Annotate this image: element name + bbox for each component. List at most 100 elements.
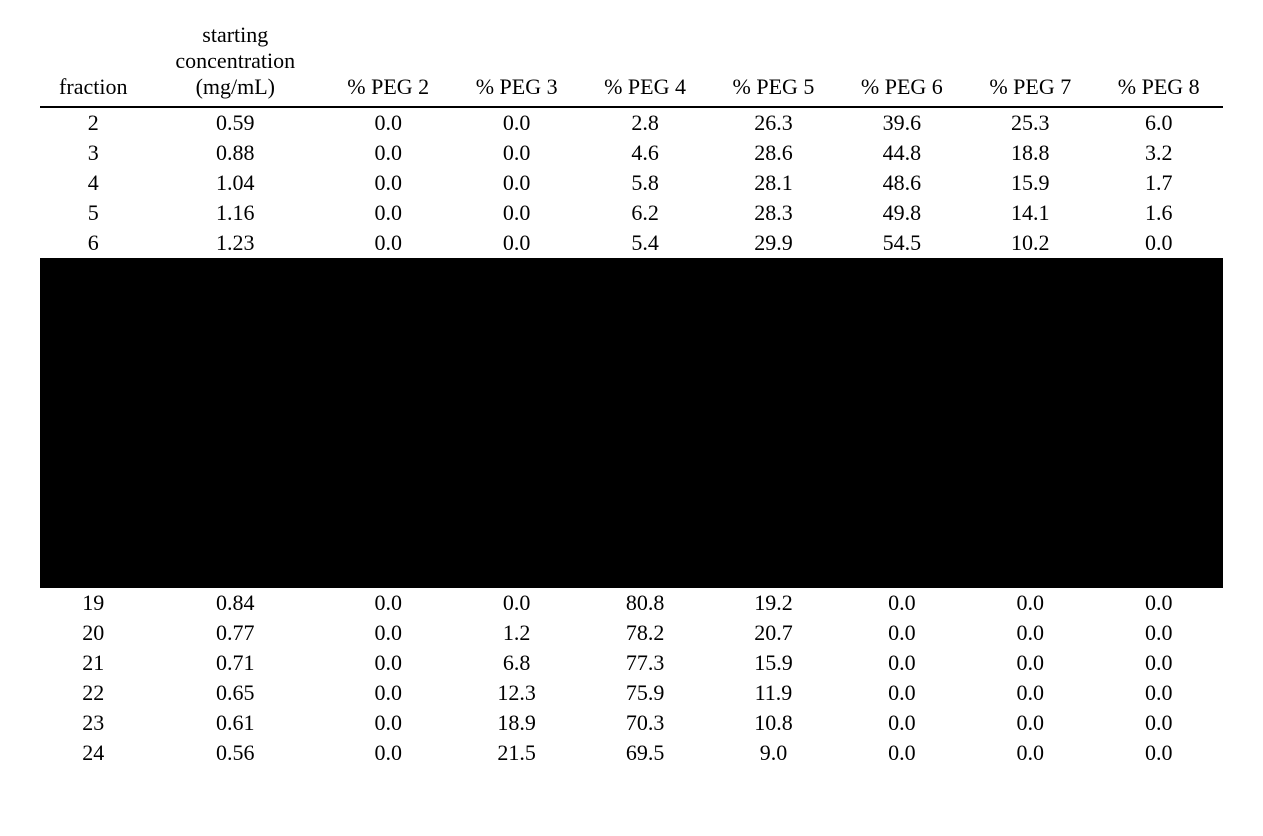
cell-peg2: 0.0 (324, 708, 452, 738)
col-header-peg5: % PEG 5 (709, 20, 837, 107)
cell-peg8: 0.0 (1094, 228, 1223, 258)
cell-peg2: 0.0 (324, 618, 452, 648)
cell-peg6: 49.8 (838, 198, 966, 228)
cell-conc: 0.71 (147, 648, 325, 678)
col-header-peg4: % PEG 4 (581, 20, 709, 107)
cell-peg7: 0.0 (966, 588, 1094, 618)
cell-peg3: 6.8 (452, 648, 580, 678)
cell-conc: 1.04 (147, 168, 325, 198)
cell-peg3: 18.9 (452, 708, 580, 738)
header-line: fraction (59, 74, 127, 99)
cell-peg8: 6.0 (1094, 107, 1223, 138)
col-header-peg6: % PEG 6 (838, 20, 966, 107)
cell-peg8: 1.7 (1094, 168, 1223, 198)
cell-conc: 0.56 (147, 738, 325, 768)
cell-peg3: 21.5 (452, 738, 580, 768)
cell-peg4: 5.8 (581, 168, 709, 198)
cell-fraction: 21 (40, 648, 147, 678)
table-row: 24 0.56 0.0 21.5 69.5 9.0 0.0 0.0 0.0 (40, 738, 1223, 768)
cell-peg7: 0.0 (966, 618, 1094, 648)
table-row: 23 0.61 0.0 18.9 70.3 10.8 0.0 0.0 0.0 (40, 708, 1223, 738)
cell-peg3: 12.3 (452, 678, 580, 708)
cell-peg2: 0.0 (324, 198, 452, 228)
cell-peg6: 0.0 (838, 678, 966, 708)
header-line: % PEG 5 (733, 74, 815, 99)
table-row: 20 0.77 0.0 1.2 78.2 20.7 0.0 0.0 0.0 (40, 618, 1223, 648)
cell-peg5: 29.9 (709, 228, 837, 258)
cell-peg3: 1.2 (452, 618, 580, 648)
cell-peg8: 1.6 (1094, 198, 1223, 228)
cell-fraction: 24 (40, 738, 147, 768)
table-row: 2 0.59 0.0 0.0 2.8 26.3 39.6 25.3 6.0 (40, 107, 1223, 138)
col-header-peg2: % PEG 2 (324, 20, 452, 107)
cell-peg8: 0.0 (1094, 738, 1223, 768)
header-line: % PEG 4 (604, 74, 686, 99)
cell-conc: 0.77 (147, 618, 325, 648)
table-row: 3 0.88 0.0 0.0 4.6 28.6 44.8 18.8 3.2 (40, 138, 1223, 168)
col-header-fraction: fraction (40, 20, 147, 107)
cell-peg2: 0.0 (324, 678, 452, 708)
cell-peg5: 28.6 (709, 138, 837, 168)
table-row: 22 0.65 0.0 12.3 75.9 11.9 0.0 0.0 0.0 (40, 678, 1223, 708)
cell-conc: 1.16 (147, 198, 325, 228)
cell-peg7: 0.0 (966, 738, 1094, 768)
header-line: % PEG 3 (476, 74, 558, 99)
cell-peg8: 0.0 (1094, 618, 1223, 648)
table-row: 6 1.23 0.0 0.0 5.4 29.9 54.5 10.2 0.0 (40, 228, 1223, 258)
header-line: % PEG 2 (347, 74, 429, 99)
cell-peg5: 11.9 (709, 678, 837, 708)
cell-peg3: 0.0 (452, 588, 580, 618)
table-header-row: fraction starting concentration (mg/mL) … (40, 20, 1223, 107)
cell-peg2: 0.0 (324, 648, 452, 678)
cell-peg6: 0.0 (838, 648, 966, 678)
cell-peg8: 3.2 (1094, 138, 1223, 168)
cell-peg7: 14.1 (966, 198, 1094, 228)
cell-peg4: 5.4 (581, 228, 709, 258)
redaction-block (40, 258, 1223, 588)
cell-peg6: 39.6 (838, 107, 966, 138)
redacted-rows (40, 258, 1223, 588)
cell-conc: 1.23 (147, 228, 325, 258)
cell-peg3: 0.0 (452, 168, 580, 198)
cell-peg6: 54.5 (838, 228, 966, 258)
cell-peg8: 0.0 (1094, 678, 1223, 708)
cell-peg4: 2.8 (581, 107, 709, 138)
header-line: (mg/mL) (196, 74, 275, 99)
cell-peg4: 75.9 (581, 678, 709, 708)
cell-peg4: 4.6 (581, 138, 709, 168)
cell-peg3: 0.0 (452, 198, 580, 228)
cell-peg8: 0.0 (1094, 708, 1223, 738)
cell-peg6: 0.0 (838, 588, 966, 618)
cell-fraction: 3 (40, 138, 147, 168)
table-row: 19 0.84 0.0 0.0 80.8 19.2 0.0 0.0 0.0 (40, 588, 1223, 618)
cell-peg6: 0.0 (838, 738, 966, 768)
cell-fraction: 23 (40, 708, 147, 738)
cell-peg5: 20.7 (709, 618, 837, 648)
header-line: % PEG 7 (989, 74, 1071, 99)
cell-peg2: 0.0 (324, 107, 452, 138)
cell-fraction: 5 (40, 198, 147, 228)
cell-peg4: 69.5 (581, 738, 709, 768)
cell-peg6: 44.8 (838, 138, 966, 168)
cell-peg2: 0.0 (324, 138, 452, 168)
cell-fraction: 2 (40, 107, 147, 138)
cell-peg2: 0.0 (324, 738, 452, 768)
cell-peg3: 0.0 (452, 228, 580, 258)
cell-peg6: 0.0 (838, 618, 966, 648)
cell-fraction: 4 (40, 168, 147, 198)
cell-peg7: 15.9 (966, 168, 1094, 198)
header-line: % PEG 6 (861, 74, 943, 99)
cell-peg5: 10.8 (709, 708, 837, 738)
table-body: 2 0.59 0.0 0.0 2.8 26.3 39.6 25.3 6.0 3 … (40, 107, 1223, 768)
col-header-concentration: starting concentration (mg/mL) (147, 20, 325, 107)
cell-peg6: 48.6 (838, 168, 966, 198)
cell-fraction: 22 (40, 678, 147, 708)
table-row: 21 0.71 0.0 6.8 77.3 15.9 0.0 0.0 0.0 (40, 648, 1223, 678)
cell-peg6: 0.0 (838, 708, 966, 738)
cell-peg2: 0.0 (324, 228, 452, 258)
cell-peg5: 19.2 (709, 588, 837, 618)
cell-peg4: 6.2 (581, 198, 709, 228)
cell-conc: 0.59 (147, 107, 325, 138)
cell-peg4: 78.2 (581, 618, 709, 648)
cell-peg5: 9.0 (709, 738, 837, 768)
